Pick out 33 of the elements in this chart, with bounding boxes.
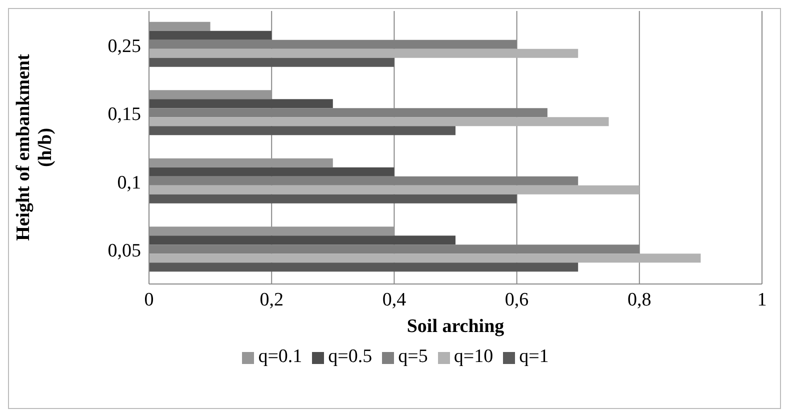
bar bbox=[149, 262, 578, 272]
x-tick-label: 0,6 bbox=[504, 289, 529, 310]
legend-label: q=10 bbox=[454, 346, 494, 367]
bar bbox=[149, 158, 333, 168]
bar bbox=[149, 194, 517, 204]
x-axis-title: Soil arching bbox=[406, 316, 505, 337]
bar bbox=[149, 48, 578, 58]
bar bbox=[149, 117, 609, 126]
x-tick-label: 0,8 bbox=[628, 289, 652, 310]
bar bbox=[149, 126, 456, 136]
y-tick-label: 0,15 bbox=[108, 104, 141, 126]
bar bbox=[149, 90, 272, 100]
y-tick-label: 0,1 bbox=[117, 172, 141, 194]
y-tick-label: 0,25 bbox=[108, 36, 141, 57]
bar bbox=[149, 30, 272, 40]
legend-label: q=0.1 bbox=[258, 346, 302, 367]
bar bbox=[149, 167, 394, 176]
y-tick-label: 0,05 bbox=[108, 240, 141, 262]
bar bbox=[149, 236, 456, 245]
bar bbox=[149, 185, 640, 194]
bar bbox=[149, 58, 394, 67]
x-tick-label: 0,4 bbox=[382, 289, 407, 310]
bar bbox=[149, 22, 210, 31]
bar bbox=[149, 226, 394, 236]
legend-label: q=5 bbox=[398, 346, 428, 367]
x-tick-label: 0 bbox=[144, 289, 154, 310]
x-tick-label: 1 bbox=[757, 289, 767, 310]
legend-label: q=0.5 bbox=[328, 346, 372, 367]
legend-label: q=1 bbox=[519, 346, 549, 367]
bar bbox=[149, 99, 333, 108]
y-axis-title: Height of embankment (h/b) bbox=[13, 53, 56, 241]
x-tick-label: 0,2 bbox=[260, 289, 284, 310]
bar bbox=[149, 254, 701, 263]
